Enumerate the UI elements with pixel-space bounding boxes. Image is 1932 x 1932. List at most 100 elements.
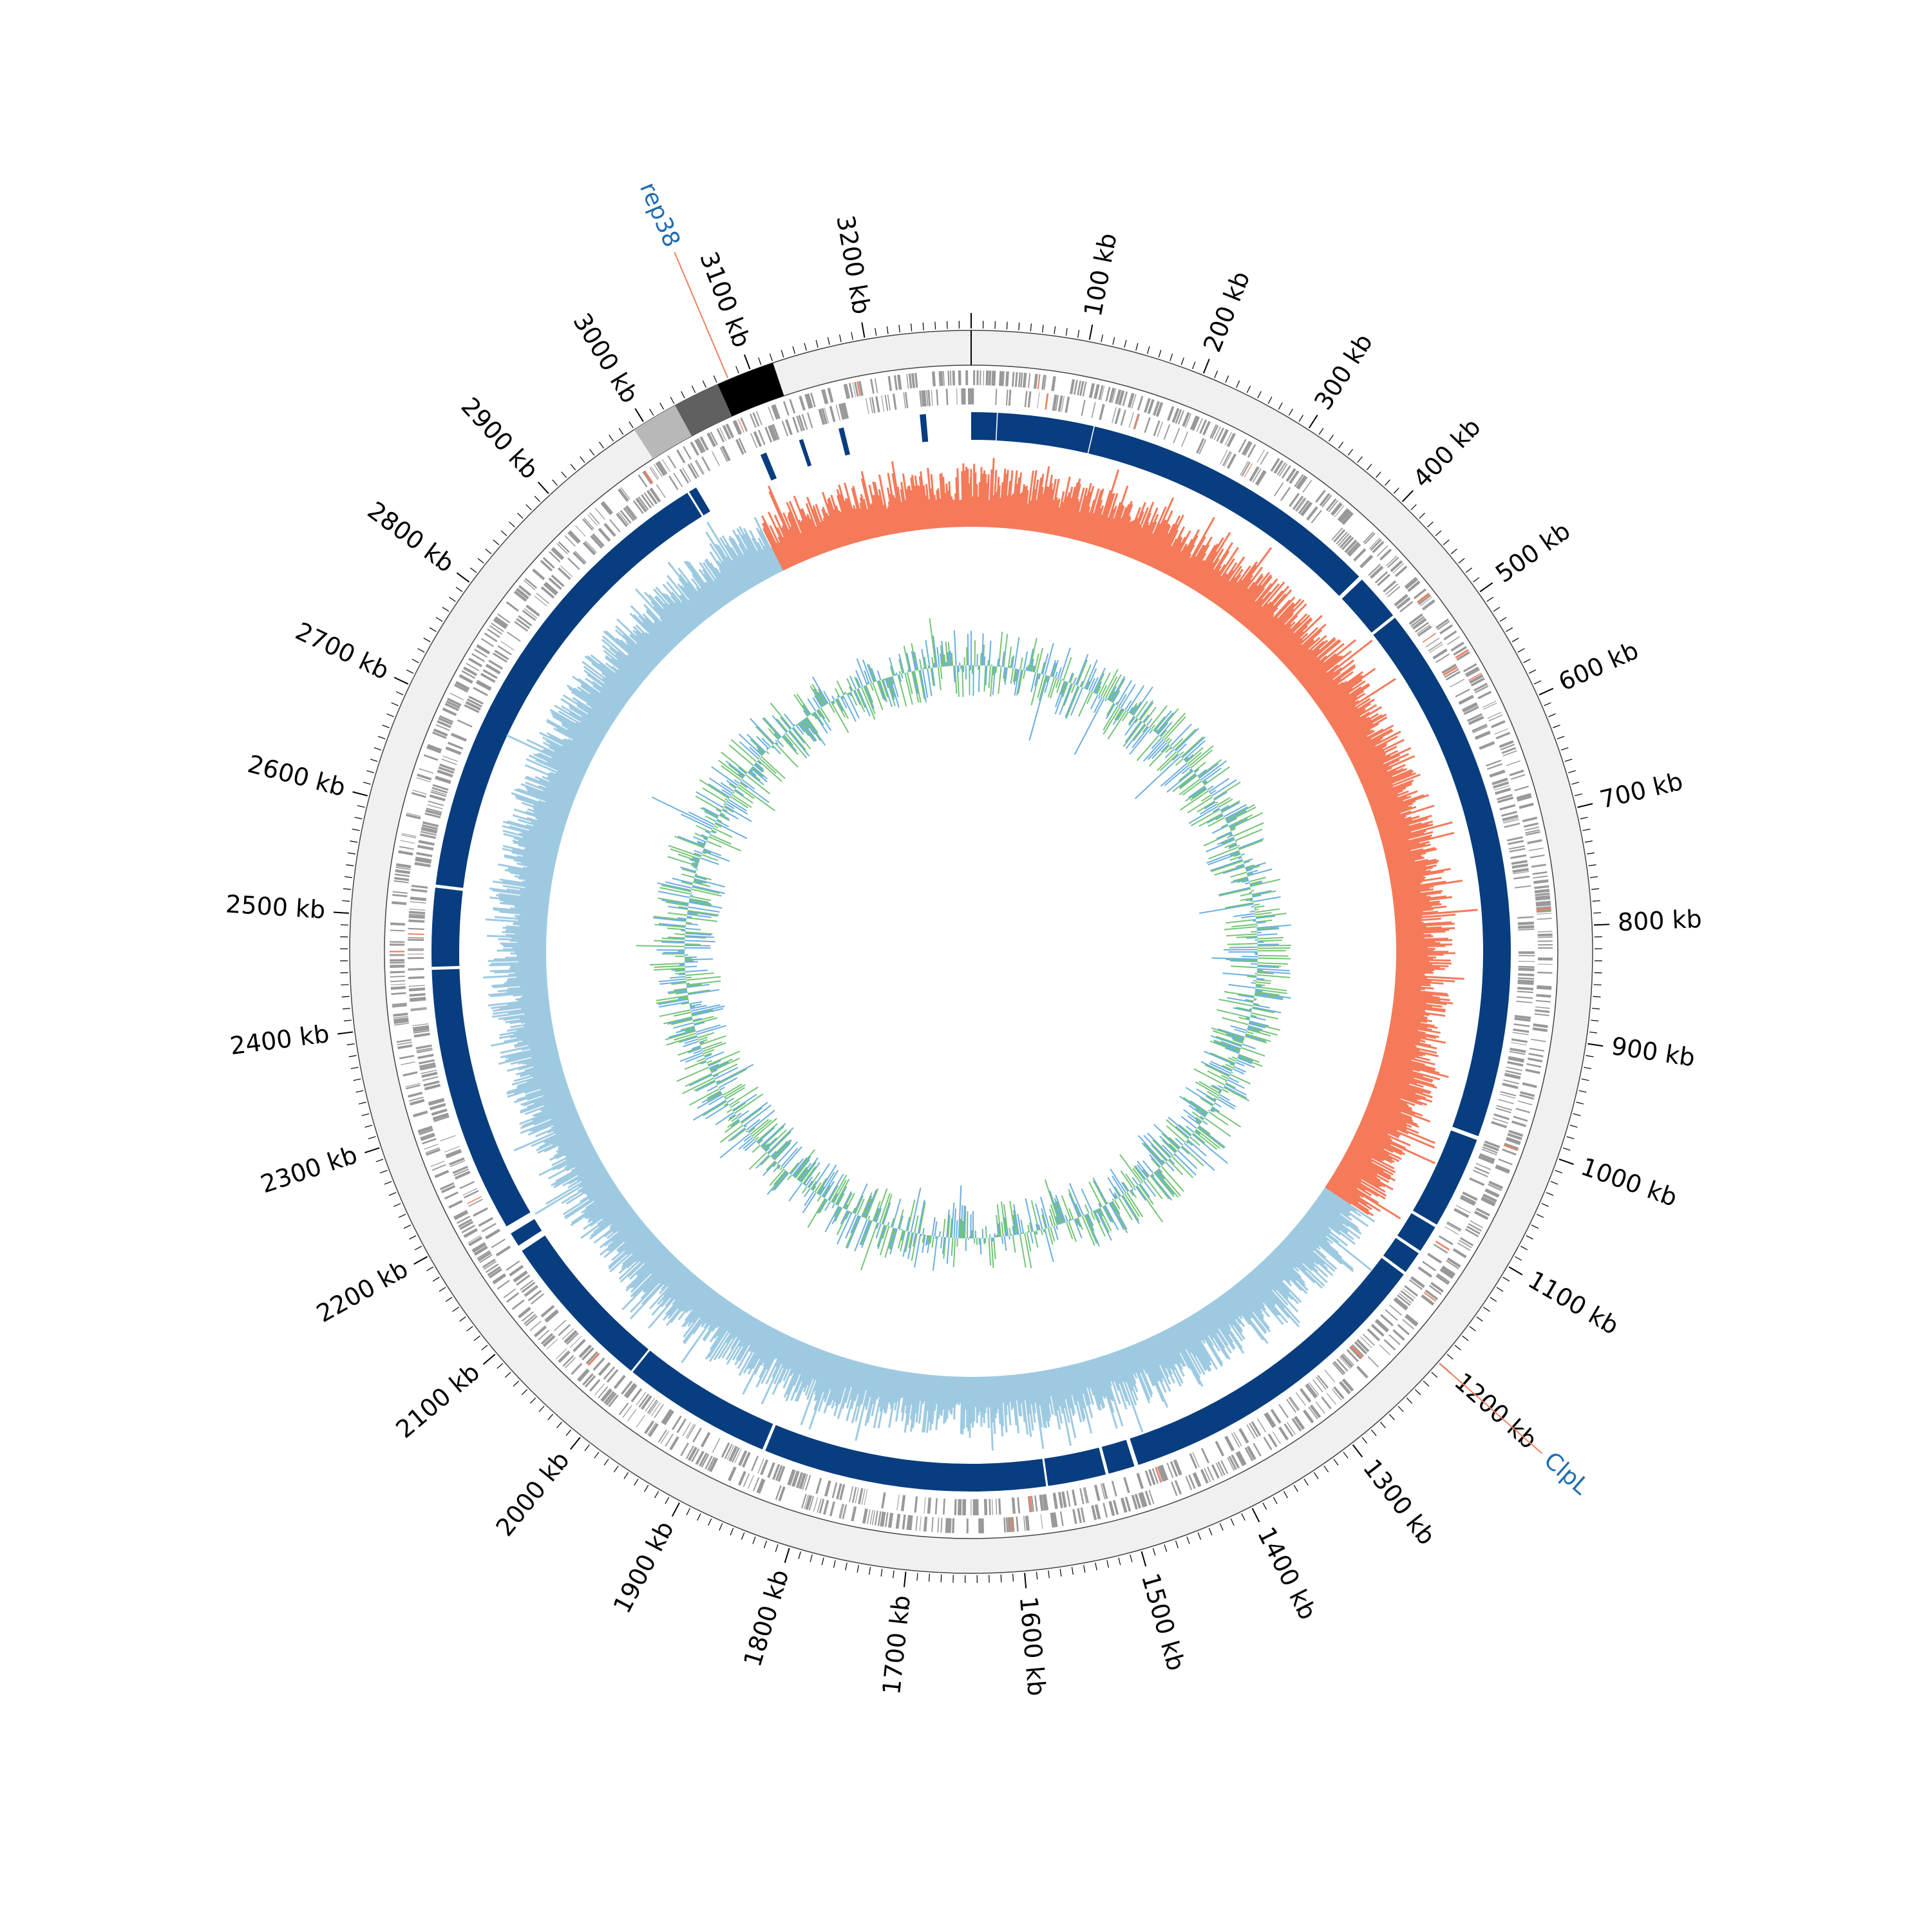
gc-content-bar <box>717 1068 747 1085</box>
gc-skew-bar <box>1352 1139 1393 1160</box>
gc-skew-bar <box>547 1118 581 1134</box>
gc-content-bar <box>686 923 699 926</box>
gene-feature <box>749 413 757 428</box>
gc-skew-bar <box>586 702 615 722</box>
gc-skew-bar <box>709 1304 736 1343</box>
gc-skew-bar <box>1303 1215 1340 1244</box>
gc-skew-bar <box>528 1039 556 1046</box>
gene-feature <box>1511 1120 1527 1128</box>
gc-skew-bar <box>670 1272 694 1299</box>
gc-content-bar <box>1132 1168 1144 1182</box>
gc-skew-bar <box>1381 1062 1441 1081</box>
gc-skew-bar <box>864 1366 880 1426</box>
gene-feature <box>1458 694 1474 705</box>
gene-feature <box>1061 395 1065 412</box>
gc-skew-bar <box>865 1365 877 1410</box>
minor-tick <box>1544 702 1551 706</box>
gc-skew-bar <box>1137 513 1159 562</box>
gc-skew-bar <box>748 1327 773 1369</box>
gc-content-bar <box>1068 1193 1080 1218</box>
gc-skew-bar <box>1039 1371 1050 1428</box>
gc-skew-bar <box>655 586 694 631</box>
gc-content-bar <box>695 873 697 875</box>
gene-feature <box>1196 418 1203 432</box>
gc-content-bar <box>1112 1200 1121 1215</box>
gc-content-bar <box>793 724 796 726</box>
gc-content-bar <box>884 678 889 688</box>
gc-content-bar <box>940 653 943 667</box>
gc-content-bar <box>1180 1115 1197 1130</box>
gc-skew-bar <box>1284 638 1314 667</box>
gc-skew-bar <box>1396 963 1449 968</box>
gc-content-bar <box>774 742 799 768</box>
gc-skew-bar <box>493 957 547 961</box>
gene-feature <box>544 1309 558 1322</box>
gene-feature <box>406 1084 421 1090</box>
gc-skew-bar <box>1323 1188 1357 1212</box>
gc-content-bar <box>772 1171 789 1191</box>
gc-content-bar <box>1194 1131 1218 1150</box>
gc-skew-bar <box>632 1255 674 1298</box>
minor-tick <box>1278 402 1283 410</box>
gc-skew-bar <box>630 1249 670 1289</box>
gc-skew-bar <box>734 1320 761 1366</box>
gc-skew-bar <box>1342 1157 1378 1179</box>
gc-skew-bar <box>985 474 990 527</box>
gc-skew-bar <box>1310 679 1334 697</box>
gene-feature <box>616 513 628 527</box>
gc-content-bar <box>1086 668 1097 690</box>
gc-skew-bar <box>859 502 871 540</box>
gc-content-bar <box>1095 681 1103 694</box>
gene-feature <box>1483 703 1497 710</box>
gene-feature <box>432 1112 449 1119</box>
gc-skew-bar <box>1365 772 1417 795</box>
gc-skew-bar <box>1162 536 1182 573</box>
gc-content-bar <box>797 1162 812 1181</box>
gene-feature <box>409 992 426 997</box>
gene-feature <box>697 438 706 452</box>
gc-skew-bar <box>910 1373 918 1420</box>
gene-feature <box>954 1499 957 1515</box>
gc-content-bar <box>833 1179 847 1204</box>
gc-content-bar <box>1249 876 1266 883</box>
gc-content-bar <box>956 1220 958 1238</box>
gc-skew-bar <box>581 715 608 734</box>
gc-skew-bar <box>1056 1367 1070 1423</box>
gc-skew-bar <box>761 1337 794 1405</box>
gene-feature <box>1516 793 1531 800</box>
gc-skew-bar <box>871 1367 884 1417</box>
gc-skew-bar <box>617 1215 639 1233</box>
gc-skew-bar <box>1339 714 1383 741</box>
gc-skew-bar <box>983 473 987 527</box>
gc-skew-bar <box>520 1092 571 1112</box>
gc-content-bar <box>1182 736 1206 759</box>
gene-feature <box>1474 730 1491 739</box>
gc-content-bar <box>1090 677 1099 692</box>
gene-feature <box>437 770 453 778</box>
gc-skew-bar <box>713 1311 746 1361</box>
gc-skew-bar <box>1060 1367 1072 1408</box>
gc-skew-bar <box>632 629 664 660</box>
gene-feature <box>1108 1501 1115 1517</box>
gc-skew-bar <box>1392 1009 1430 1016</box>
gc-skew-bar <box>1372 1088 1401 1100</box>
gc-content-bar <box>1189 768 1193 772</box>
gc-skew-bar <box>516 1030 554 1039</box>
gc-content-bar <box>1255 912 1272 916</box>
gc-skew-bar <box>1177 1323 1197 1357</box>
gc-skew-bar <box>1260 603 1296 641</box>
gc-skew-bar <box>663 603 691 634</box>
gc-content-bar <box>705 1104 729 1120</box>
gc-skew-bar <box>1121 1349 1137 1384</box>
gc-skew-bar <box>509 825 562 842</box>
gc-skew-bar <box>805 502 826 554</box>
gc-content-bar <box>1013 1204 1019 1235</box>
gc-content-bar <box>837 1193 845 1206</box>
gc-content-bar <box>683 1041 699 1048</box>
gene-feature <box>829 1501 835 1517</box>
gc-skew-bar <box>1151 1336 1176 1384</box>
gc-content-bar <box>1024 1233 1032 1269</box>
gc-content-bar <box>937 667 942 690</box>
gc-content-bar <box>657 882 692 891</box>
gene-feature <box>1397 1294 1411 1306</box>
